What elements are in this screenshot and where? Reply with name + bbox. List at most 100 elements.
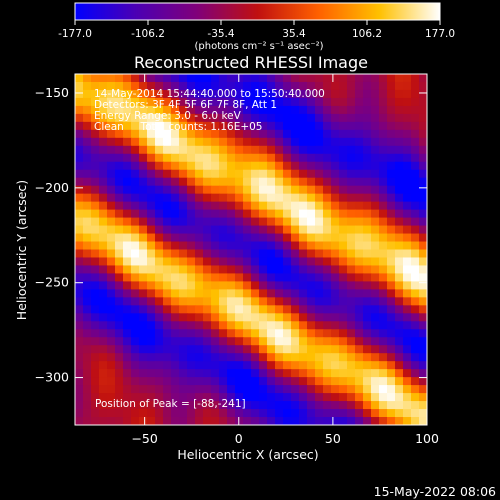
heatmap-cell bbox=[387, 377, 396, 386]
heatmap-cell bbox=[227, 321, 236, 330]
heatmap-cell bbox=[139, 353, 148, 362]
heatmap-cell bbox=[75, 313, 84, 322]
heatmap-cell bbox=[267, 201, 276, 211]
heatmap-cell bbox=[123, 145, 132, 155]
heatmap-cell bbox=[275, 361, 284, 370]
heatmap-cell bbox=[107, 329, 116, 338]
heatmap-cell bbox=[195, 241, 204, 251]
heatmap-cell bbox=[283, 257, 292, 267]
heatmap-cell bbox=[291, 409, 300, 418]
heatmap-cell bbox=[163, 401, 172, 410]
heatmap-cell bbox=[371, 385, 380, 394]
heatmap-cell bbox=[115, 393, 124, 402]
heatmap-cell bbox=[91, 337, 100, 346]
heatmap-cell bbox=[291, 233, 300, 243]
heatmap-cell bbox=[219, 241, 228, 251]
heatmap-cell bbox=[307, 74, 316, 83]
heatmap-cell bbox=[379, 169, 388, 179]
heatmap-cell bbox=[131, 153, 140, 163]
heatmap-cell bbox=[387, 241, 396, 251]
heatmap-cell bbox=[139, 297, 148, 306]
heatmap-cell bbox=[187, 377, 196, 386]
heatmap-cell bbox=[219, 249, 228, 259]
heatmap-cell bbox=[115, 385, 124, 394]
heatmap-cell bbox=[235, 329, 244, 338]
heatmap-cell bbox=[227, 305, 236, 314]
heatmap-cell bbox=[187, 137, 196, 147]
heatmap-cell bbox=[211, 337, 220, 346]
heatmap-cell bbox=[75, 257, 84, 267]
heatmap-cell bbox=[107, 169, 116, 179]
heatmap-cell bbox=[203, 385, 212, 394]
heatmap-cell bbox=[379, 193, 388, 203]
heatmap-cell bbox=[267, 105, 276, 115]
heatmap-cell bbox=[203, 209, 212, 219]
heatmap-cell bbox=[187, 233, 196, 243]
heatmap-cell bbox=[379, 273, 388, 283]
heatmap-cell bbox=[307, 185, 316, 195]
heatmap-cell bbox=[291, 177, 300, 187]
heatmap-cell bbox=[131, 353, 140, 362]
heatmap-cell bbox=[219, 257, 228, 267]
heatmap-cell bbox=[299, 217, 308, 227]
heatmap-cell bbox=[315, 257, 324, 267]
heatmap-cell bbox=[251, 145, 260, 155]
heatmap-cell bbox=[395, 74, 404, 83]
heatmap-cell bbox=[315, 225, 324, 235]
heatmap-cell bbox=[355, 393, 364, 402]
heatmap-cell bbox=[283, 185, 292, 195]
heatmap-cell bbox=[195, 97, 204, 107]
heatmap-cell bbox=[283, 377, 292, 386]
heatmap-cell bbox=[91, 409, 100, 418]
heatmap-cell bbox=[155, 161, 164, 171]
heatmap-cell bbox=[203, 97, 212, 107]
heatmap-cell bbox=[387, 185, 396, 195]
heatmap-cell bbox=[123, 401, 132, 410]
heatmap-cell bbox=[203, 113, 212, 123]
heatmap-cell bbox=[75, 201, 84, 211]
heatmap-cell bbox=[195, 169, 204, 179]
heatmap-cell bbox=[227, 385, 236, 394]
heatmap-cell bbox=[139, 74, 148, 83]
heatmap-cell bbox=[219, 369, 228, 378]
heatmap-cell bbox=[139, 161, 148, 171]
heatmap-cell bbox=[379, 89, 388, 99]
heatmap-cell bbox=[315, 281, 324, 290]
heatmap-cell bbox=[411, 161, 420, 171]
heatmap-cell bbox=[355, 281, 364, 290]
heatmap-cell bbox=[387, 297, 396, 306]
heatmap-cell bbox=[155, 353, 164, 362]
heatmap-cell bbox=[131, 313, 140, 322]
heatmap-cell bbox=[403, 257, 412, 267]
heatmap-cell bbox=[371, 161, 380, 171]
heatmap-cell bbox=[291, 193, 300, 203]
heatmap-cell bbox=[363, 353, 372, 362]
heatmap-cell bbox=[131, 297, 140, 306]
heatmap-cell bbox=[395, 105, 404, 115]
heatmap-cell bbox=[243, 321, 252, 330]
heatmap-cell bbox=[347, 145, 356, 155]
heatmap-cell bbox=[379, 313, 388, 322]
heatmap-cell bbox=[203, 161, 212, 171]
heatmap-cell bbox=[123, 361, 132, 370]
heatmap-cell bbox=[179, 137, 188, 147]
heatmap-cell bbox=[227, 265, 236, 275]
heatmap-cell bbox=[291, 209, 300, 219]
heatmap-cell bbox=[323, 289, 332, 298]
heatmap-cell bbox=[315, 193, 324, 203]
info-block: 14-May-2014 15:44:40.000 to 15:50:40.000… bbox=[94, 88, 325, 133]
heatmap-cell bbox=[235, 185, 244, 195]
heatmap-cell bbox=[171, 353, 180, 362]
heatmap-cell bbox=[211, 401, 220, 410]
heatmap-cell bbox=[139, 225, 148, 235]
heatmap-cell bbox=[163, 361, 172, 370]
heatmap-cell bbox=[131, 74, 140, 83]
heatmap-cell bbox=[131, 145, 140, 155]
heatmap-cell bbox=[315, 337, 324, 346]
heatmap-cell bbox=[131, 249, 140, 259]
heatmap-cell bbox=[363, 74, 372, 83]
heatmap-cell bbox=[403, 225, 412, 235]
heatmap-cell bbox=[371, 321, 380, 330]
heatmap-cell bbox=[203, 361, 212, 370]
heatmap-cell bbox=[291, 385, 300, 394]
